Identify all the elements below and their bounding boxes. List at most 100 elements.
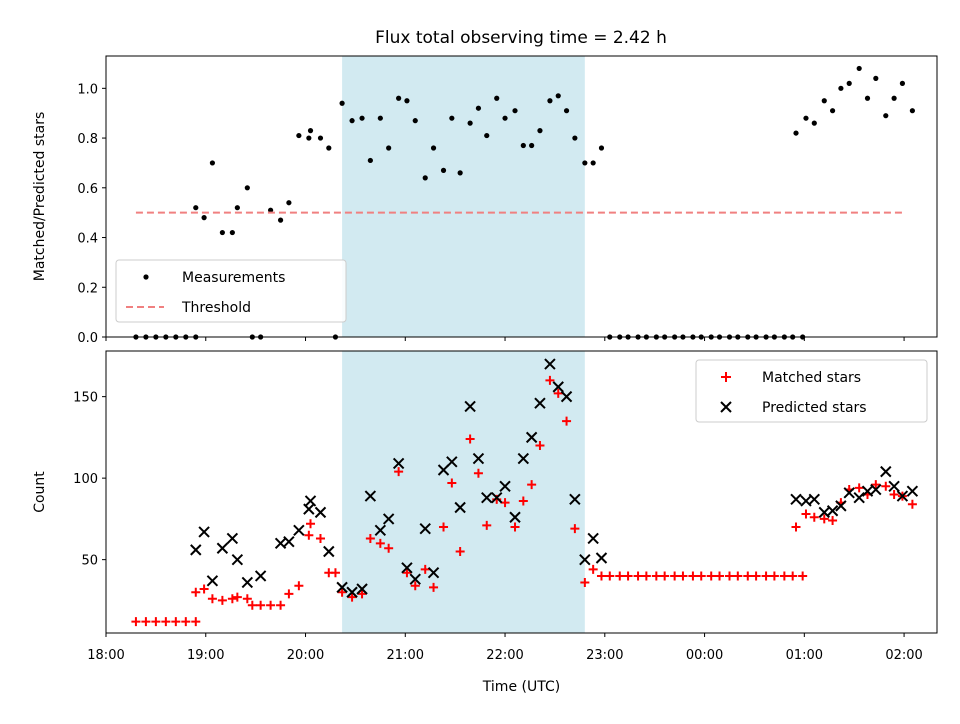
measurement-point — [449, 115, 455, 121]
matched-star-point — [455, 546, 465, 556]
matched-star-point — [854, 483, 864, 493]
matched-star-point — [304, 530, 314, 540]
matched-star-point — [256, 600, 266, 610]
measurement-point — [219, 229, 225, 236]
matched-star-point — [553, 388, 563, 398]
measurement-point — [193, 205, 199, 211]
measurement-point — [244, 185, 250, 191]
predicted-star-point — [472, 452, 485, 465]
matched-star-point — [227, 594, 237, 604]
predicted-star-point — [216, 542, 229, 554]
matched-star-point — [605, 571, 615, 581]
observing-window-shade — [342, 56, 585, 337]
measurement-point — [590, 160, 596, 166]
predicted-star-point — [525, 431, 538, 444]
predicted-star-point — [427, 566, 440, 579]
predicted-star-point — [569, 493, 581, 506]
predicted-star-point — [346, 586, 358, 598]
matched-star-point — [429, 582, 439, 592]
matched-star-point — [447, 478, 457, 488]
matched-star-point — [706, 571, 716, 581]
measurement-point — [307, 128, 314, 134]
measurement-point — [529, 142, 535, 149]
matched-star-point — [535, 441, 545, 451]
predicted-star-point — [446, 456, 458, 468]
matched-star-point — [482, 520, 492, 530]
predicted-star-point — [401, 562, 413, 574]
predicted-star-point — [241, 576, 254, 589]
matched-star-point — [266, 600, 276, 610]
predicted-star-point — [481, 491, 493, 504]
legend-box — [695, 359, 928, 423]
predicted-star-point — [356, 583, 368, 595]
x-tick-label: 23:00 — [586, 648, 623, 663]
y-tick-label: 100 — [73, 472, 98, 487]
predicted-star-point — [587, 532, 599, 545]
matched-star-point — [171, 617, 181, 627]
y-tick-label: 0.8 — [77, 132, 98, 147]
matched-star-point — [570, 524, 580, 534]
y-tick-label: 0.6 — [77, 182, 98, 197]
matched-star-point — [191, 617, 201, 627]
matched-star-point — [751, 571, 761, 581]
matched-star-point — [315, 533, 325, 543]
matched-star-point — [596, 571, 606, 581]
legend-entry-label: Threshold — [181, 300, 251, 316]
matched-star-point — [131, 617, 141, 627]
measurement-point — [396, 95, 402, 101]
legend-matched-swatch — [721, 372, 731, 382]
matched-star-point — [588, 564, 598, 574]
predicted-star-point — [374, 524, 387, 537]
matched-star-point — [518, 496, 528, 506]
predicted-star-point — [534, 397, 546, 409]
predicted-star-point — [293, 524, 305, 537]
measurement-point — [864, 95, 871, 101]
matched-star-point — [151, 617, 161, 627]
predicted-star-point — [323, 545, 335, 558]
predicted-star-point — [552, 381, 564, 393]
x-tick-label: 00:00 — [686, 648, 723, 663]
top-panel: 0.0 0.2 0.4 0.6 0.8 1.0 Matched/Predicted star… — [32, 55, 938, 346]
legend-entry-label: Measurements — [182, 270, 285, 286]
measurement-point — [296, 132, 302, 139]
measurement-point — [502, 115, 508, 121]
predicted-star-point — [560, 390, 573, 403]
predicted-star-point — [896, 490, 909, 502]
measurement-point — [520, 142, 526, 149]
measurement-point — [386, 145, 392, 151]
matched-star-point — [889, 489, 899, 499]
matched-star-point — [365, 533, 375, 543]
predicted-star-point — [231, 553, 244, 566]
matched-star-point — [191, 587, 201, 597]
predicted-star-point — [419, 522, 431, 535]
measurement-point — [572, 135, 578, 141]
matched-star-point — [633, 571, 643, 581]
matched-star-point — [207, 594, 217, 604]
matched-star-point — [510, 522, 520, 532]
measurement-point — [891, 95, 897, 101]
matched-star-point — [743, 571, 753, 581]
predicted-star-point — [364, 490, 377, 502]
measurement-point — [234, 205, 240, 211]
matched-star-point — [670, 571, 680, 581]
legend-entry-label: Predicted stars — [762, 400, 867, 416]
measurement-point — [268, 207, 274, 213]
matched-star-point — [439, 522, 449, 532]
measurement-point — [339, 100, 345, 106]
measurement-point — [467, 120, 473, 126]
matched-star-point — [527, 480, 537, 490]
matched-star-point — [357, 589, 367, 599]
measurement-point — [494, 95, 500, 101]
legend: Matched stars Predicted stars — [695, 359, 928, 423]
measurement-point — [457, 170, 463, 176]
matched-star-point — [819, 514, 829, 524]
measurement-point — [440, 167, 447, 173]
measurement-point — [883, 113, 889, 119]
matched-star-point — [809, 512, 819, 522]
matched-star-point — [798, 571, 808, 581]
matched-star-point — [871, 480, 881, 490]
axes-frame — [105, 55, 938, 338]
measurement-point — [475, 105, 482, 111]
measurement-point — [563, 108, 570, 114]
